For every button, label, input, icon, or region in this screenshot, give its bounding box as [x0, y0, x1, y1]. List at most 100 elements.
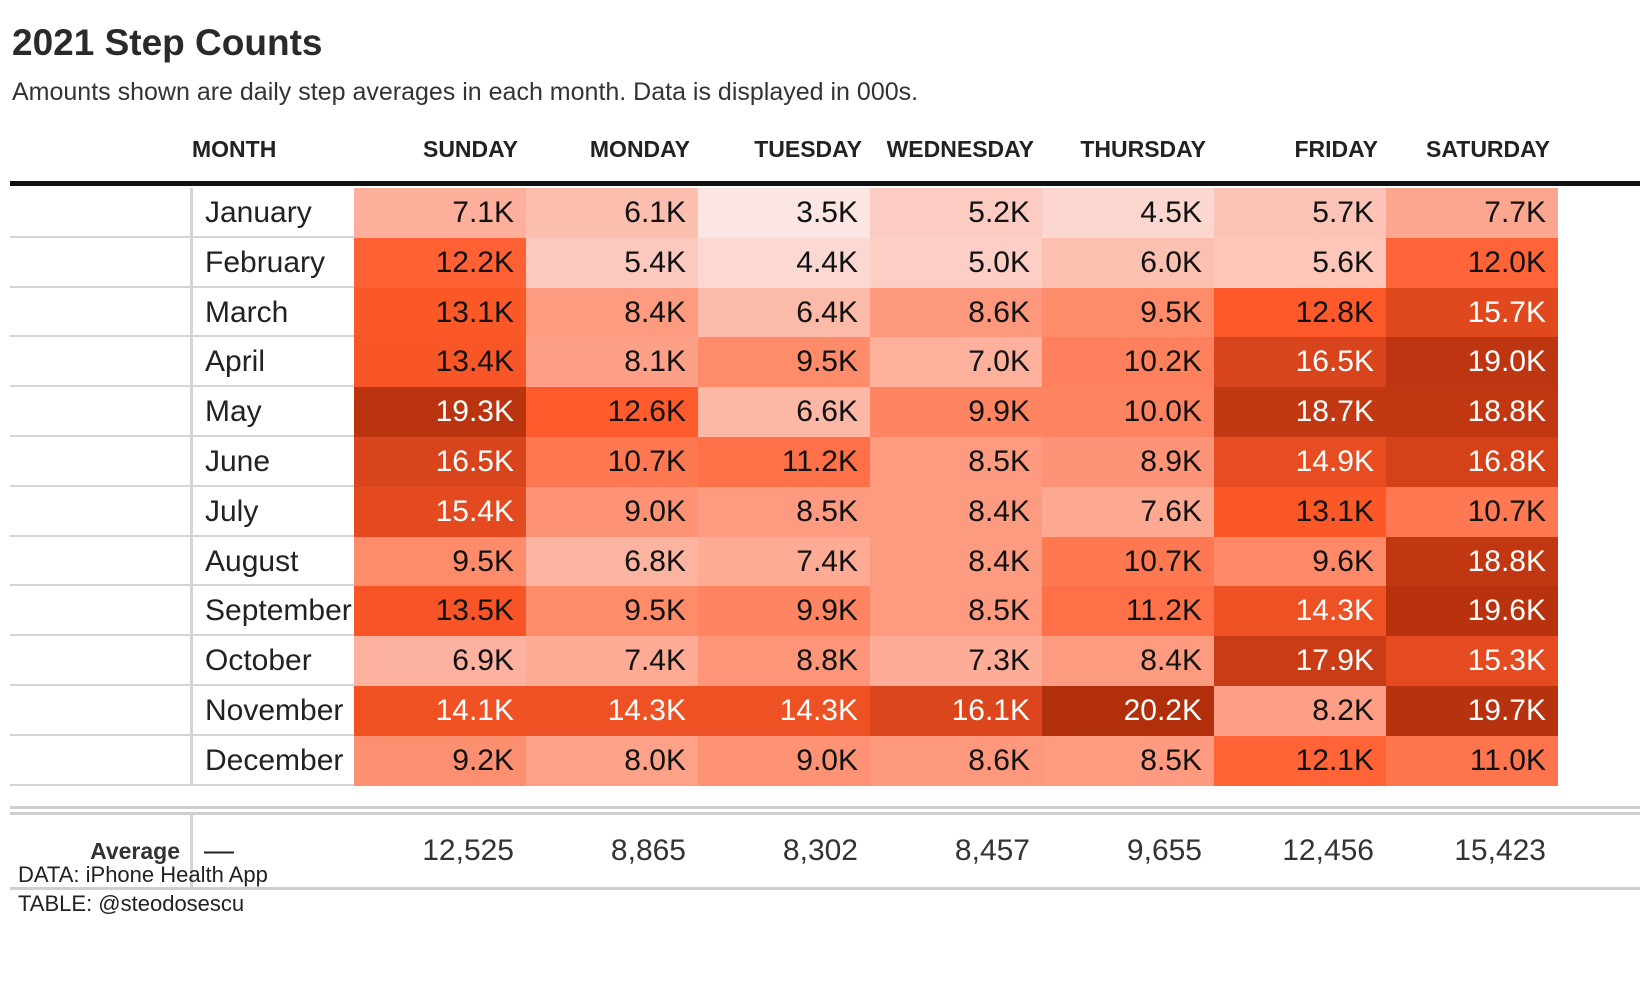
- row-spacer: [10, 537, 190, 587]
- heat-cell-monday: 6.1K: [526, 188, 698, 238]
- heat-cell-friday: 18.7K: [1214, 387, 1386, 437]
- heat-cell-friday: 9.6K: [1214, 536, 1386, 587]
- heat-cell-saturday: 15.7K: [1386, 287, 1558, 338]
- heat-cell-thursday: 10.7K: [1042, 536, 1214, 587]
- column-header-sunday: SUNDAY: [422, 136, 518, 162]
- heat-cell-wednesday: 8.4K: [870, 536, 1042, 587]
- heat-cell-saturday: 15.3K: [1386, 636, 1558, 686]
- heat-cell-tuesday: 8.5K: [698, 486, 870, 537]
- heat-cell-monday: 9.5K: [526, 586, 698, 637]
- heat-cell-friday: 13.1K: [1214, 486, 1386, 537]
- column-header-thursday: THURSDAY: [1080, 136, 1206, 162]
- heat-cell-monday: 8.4K: [526, 287, 698, 338]
- month-label: August: [190, 536, 366, 587]
- average-divider-top: [10, 806, 1640, 809]
- heat-cell-tuesday: 9.9K: [698, 586, 870, 637]
- month-label: March: [190, 287, 366, 338]
- row-spacer: [10, 387, 190, 437]
- average-value-thursday: 9,655: [1126, 834, 1202, 867]
- row-spacer: [10, 337, 190, 388]
- column-header-saturday: SATURDAY: [1426, 136, 1550, 162]
- heat-cell-thursday: 10.2K: [1042, 337, 1214, 388]
- heat-cell-sunday: 6.9K: [354, 636, 526, 686]
- heat-cell-thursday: 8.5K: [1042, 735, 1214, 786]
- average-row: Average — 12,525 8,865 8,302 8,457 9,655 12,4…: [10, 815, 1640, 887]
- heat-cell-saturday: 12.0K: [1386, 237, 1558, 288]
- heat-cell-friday: 16.5K: [1214, 337, 1386, 388]
- table-row: March 13.1K 8.4K 6.4K 8.6K 9.5K 12.8K 15.7K: [10, 287, 1640, 338]
- table-row: May 19.3K 12.6K 6.6K 9.9K 10.0K 18.7K 18.8K: [10, 387, 1640, 437]
- heat-cell-sunday: 7.1K: [354, 188, 526, 238]
- heat-cell-monday: 8.0K: [526, 735, 698, 786]
- table-row: September 13.5K 9.5K 9.9K 8.5K 11.2K 14.3K 19.6…: [10, 586, 1640, 637]
- month-label: May: [190, 387, 366, 437]
- heat-cell-saturday: 19.7K: [1386, 686, 1558, 736]
- average-month-dash: —: [204, 834, 234, 867]
- heat-cell-tuesday: 8.8K: [698, 636, 870, 686]
- table-row: June 16.5K 10.7K 11.2K 8.5K 8.9K 14.9K 16.8K: [10, 437, 1640, 487]
- heat-cell-thursday: 20.2K: [1042, 686, 1214, 736]
- heat-cell-friday: 14.9K: [1214, 437, 1386, 487]
- heat-cell-saturday: 18.8K: [1386, 536, 1558, 587]
- average-value-friday: 12,456: [1282, 834, 1374, 867]
- row-spacer: [10, 437, 190, 487]
- average-label: Average: [90, 838, 180, 864]
- step-count-table: MONTH SUNDAY MONDAY TUESDAY WEDNESDAY THURSDA…: [10, 126, 1640, 896]
- heat-cell-sunday: 15.4K: [354, 486, 526, 537]
- heat-cell-friday: 12.8K: [1214, 287, 1386, 338]
- row-spacer: [10, 487, 190, 537]
- month-label: January: [190, 188, 366, 238]
- source-table-note: TABLE: @steodosescu: [18, 891, 245, 916]
- heat-cell-thursday: 11.2K: [1042, 586, 1214, 637]
- column-header-wednesday: WEDNESDAY: [886, 136, 1034, 162]
- heat-cell-tuesday: 4.4K: [698, 237, 870, 288]
- column-header-friday: FRIDAY: [1294, 136, 1379, 162]
- heat-cell-wednesday: 5.0K: [870, 237, 1042, 288]
- heat-cell-wednesday: 7.0K: [870, 337, 1042, 388]
- table-bottom-rule: [10, 887, 1640, 890]
- heat-cell-wednesday: 8.6K: [870, 735, 1042, 786]
- heat-cell-tuesday: 9.0K: [698, 735, 870, 786]
- heat-cell-friday: 5.7K: [1214, 188, 1386, 238]
- heat-cell-tuesday: 6.4K: [698, 287, 870, 338]
- heat-cell-tuesday: 14.3K: [698, 686, 870, 736]
- heat-cell-saturday: 11.0K: [1386, 735, 1558, 786]
- row-spacer: [10, 686, 190, 736]
- heat-cell-sunday: 12.2K: [354, 237, 526, 288]
- table-row: November 14.1K 14.3K 14.3K 16.1K 20.2K 8.2K 19.…: [10, 686, 1640, 736]
- heat-cell-monday: 5.4K: [526, 237, 698, 288]
- heat-cell-sunday: 9.5K: [354, 536, 526, 587]
- heat-cell-tuesday: 6.6K: [698, 387, 870, 437]
- average-value-wednesday: 8,457: [954, 834, 1030, 867]
- table-row: December 9.2K 8.0K 9.0K 8.6K 8.5K 12.1K 11.0K: [10, 735, 1640, 786]
- row-spacer: [10, 238, 190, 288]
- table-row: August 9.5K 6.8K 7.4K 8.4K 10.7K 9.6K 18.8K: [10, 536, 1640, 587]
- heat-cell-wednesday: 5.2K: [870, 188, 1042, 238]
- month-label: July: [190, 486, 366, 537]
- heat-cell-monday: 6.8K: [526, 536, 698, 587]
- heat-cell-thursday: 4.5K: [1042, 188, 1214, 238]
- heat-cell-thursday: 9.5K: [1042, 287, 1214, 338]
- heat-cell-wednesday: 7.3K: [870, 636, 1042, 686]
- average-divider-bottom: [10, 812, 1640, 815]
- heat-cell-wednesday: 8.5K: [870, 586, 1042, 637]
- heat-cell-tuesday: 7.4K: [698, 536, 870, 587]
- heat-cell-sunday: 14.1K: [354, 686, 526, 736]
- heat-cell-sunday: 19.3K: [354, 387, 526, 437]
- heat-cell-thursday: 10.0K: [1042, 387, 1214, 437]
- heat-cell-friday: 5.6K: [1214, 237, 1386, 288]
- month-label: April: [190, 337, 366, 388]
- heat-cell-wednesday: 8.4K: [870, 486, 1042, 537]
- average-value-tuesday: 8,302: [782, 834, 858, 867]
- table-row: April 13.4K 8.1K 9.5K 7.0K 10.2K 16.5K 19.0K: [10, 337, 1640, 388]
- row-spacer: [10, 636, 190, 686]
- row-spacer: [10, 736, 190, 786]
- heat-cell-monday: 9.0K: [526, 486, 698, 537]
- heat-cell-thursday: 6.0K: [1042, 237, 1214, 288]
- month-label: February: [190, 237, 366, 288]
- heat-cell-saturday: 18.8K: [1386, 387, 1558, 437]
- table-row: February 12.2K 5.4K 4.4K 5.0K 6.0K 5.6K 12.0K: [10, 237, 1640, 288]
- month-label: September: [190, 586, 366, 637]
- heat-cell-wednesday: 8.6K: [870, 287, 1042, 338]
- heat-cell-wednesday: 8.5K: [870, 437, 1042, 487]
